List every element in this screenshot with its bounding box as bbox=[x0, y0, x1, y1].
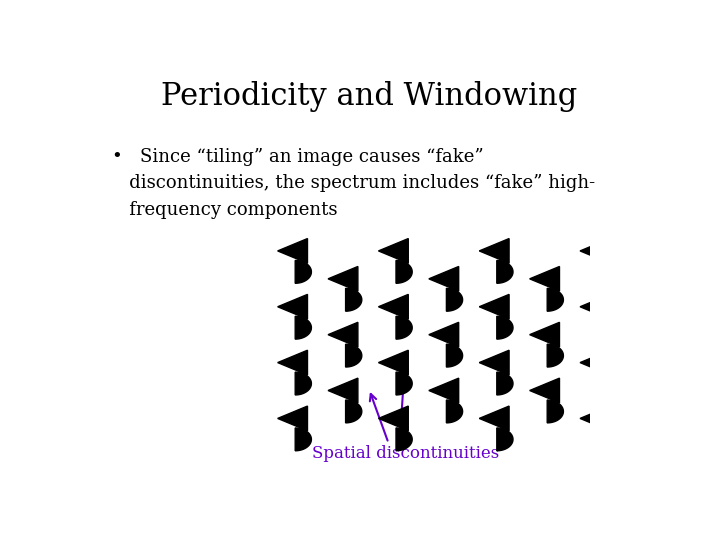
Polygon shape bbox=[328, 266, 358, 291]
Polygon shape bbox=[530, 322, 559, 347]
Polygon shape bbox=[429, 378, 459, 403]
Polygon shape bbox=[379, 294, 408, 319]
Polygon shape bbox=[547, 288, 563, 311]
Polygon shape bbox=[497, 428, 513, 451]
Polygon shape bbox=[580, 294, 610, 319]
Polygon shape bbox=[530, 378, 559, 403]
Text: Spatial discontinuities: Spatial discontinuities bbox=[312, 446, 499, 462]
Polygon shape bbox=[396, 372, 412, 395]
Polygon shape bbox=[598, 260, 613, 284]
Polygon shape bbox=[480, 294, 509, 319]
Polygon shape bbox=[396, 316, 412, 339]
Polygon shape bbox=[278, 294, 307, 319]
Polygon shape bbox=[580, 239, 610, 264]
Polygon shape bbox=[446, 400, 462, 423]
Polygon shape bbox=[480, 406, 509, 431]
Polygon shape bbox=[396, 260, 412, 284]
Polygon shape bbox=[598, 372, 613, 395]
Polygon shape bbox=[497, 260, 513, 284]
Polygon shape bbox=[547, 344, 563, 367]
Polygon shape bbox=[295, 316, 311, 339]
Polygon shape bbox=[278, 239, 307, 264]
Polygon shape bbox=[480, 239, 509, 264]
Polygon shape bbox=[328, 378, 358, 403]
Polygon shape bbox=[547, 400, 563, 423]
Polygon shape bbox=[580, 350, 610, 375]
Polygon shape bbox=[278, 350, 307, 375]
Polygon shape bbox=[446, 344, 462, 367]
Polygon shape bbox=[295, 372, 311, 395]
Polygon shape bbox=[278, 406, 307, 431]
Text: Periodicity and Windowing: Periodicity and Windowing bbox=[161, 82, 577, 112]
Polygon shape bbox=[429, 322, 459, 347]
Polygon shape bbox=[379, 239, 408, 264]
Polygon shape bbox=[379, 350, 408, 375]
Polygon shape bbox=[328, 322, 358, 347]
Polygon shape bbox=[346, 288, 361, 311]
Polygon shape bbox=[429, 266, 459, 291]
Polygon shape bbox=[497, 372, 513, 395]
Polygon shape bbox=[580, 406, 610, 431]
Polygon shape bbox=[295, 260, 311, 284]
Polygon shape bbox=[530, 266, 559, 291]
Polygon shape bbox=[396, 428, 412, 451]
Polygon shape bbox=[379, 406, 408, 431]
Polygon shape bbox=[598, 428, 613, 451]
Polygon shape bbox=[346, 400, 361, 423]
Text: •   Since “tiling” an image causes “fake”
   discontinuities, the spectrum inclu: • Since “tiling” an image causes “fake” … bbox=[112, 148, 595, 219]
Polygon shape bbox=[295, 428, 311, 451]
Polygon shape bbox=[598, 316, 613, 339]
Polygon shape bbox=[497, 316, 513, 339]
Polygon shape bbox=[446, 288, 462, 311]
Polygon shape bbox=[480, 350, 509, 375]
Polygon shape bbox=[346, 344, 361, 367]
